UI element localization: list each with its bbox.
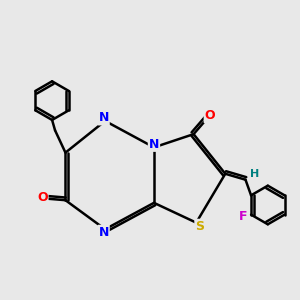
Text: O: O <box>205 109 215 122</box>
Text: H: H <box>250 169 260 179</box>
Text: N: N <box>98 112 109 124</box>
Text: S: S <box>195 220 204 233</box>
Text: F: F <box>238 210 247 223</box>
Text: O: O <box>37 191 48 204</box>
Text: N: N <box>98 226 109 239</box>
Text: N: N <box>149 138 159 151</box>
